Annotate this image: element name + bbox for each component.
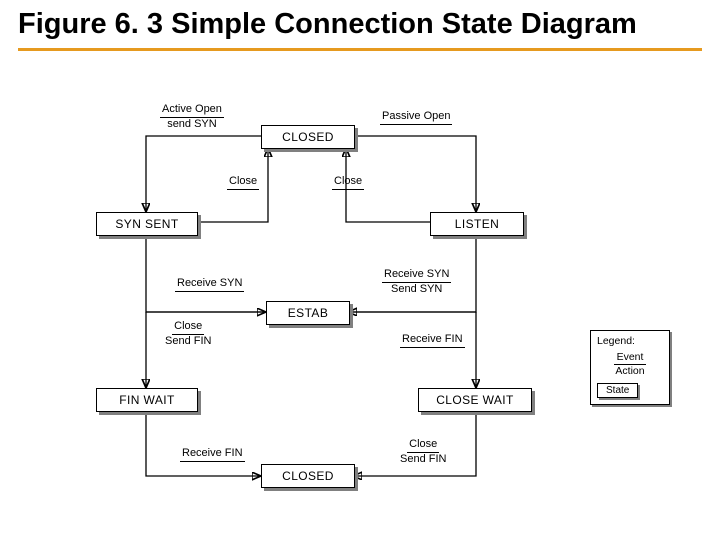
state-fin-wait: FIN WAIT (96, 388, 198, 412)
connectors (0, 0, 720, 540)
label-close-send-fin-2: Close Send FIN (400, 438, 446, 466)
label-receive-syn-right: Receive SYN Send SYN (382, 268, 451, 296)
state-listen: LISTEN (430, 212, 524, 236)
legend-state: State (597, 383, 638, 398)
legend-action: Action (615, 365, 644, 377)
state-closed-bottom: CLOSED (261, 464, 355, 488)
legend-title: Legend: (597, 335, 663, 347)
legend-box: Legend: Event Action State (590, 330, 670, 405)
legend-event: Event (614, 351, 647, 365)
label-receive-fin: Receive FIN (400, 333, 465, 348)
state-close-wait: CLOSE WAIT (418, 388, 532, 412)
label-close-send-fin: Close Send FIN (165, 320, 211, 348)
state-syn-sent: SYN SENT (96, 212, 198, 236)
label-close-left: Close (227, 175, 259, 190)
state-closed-top: CLOSED (261, 125, 355, 149)
label-passive-open: Passive Open (380, 110, 452, 125)
label-receive-syn-left: Receive SYN (175, 277, 244, 292)
label-receive-fin-2: Receive FIN (180, 447, 245, 462)
label-close-right: Close (332, 175, 364, 190)
state-estab: ESTAB (266, 301, 350, 325)
label-active-open: Active Open send SYN (160, 103, 224, 131)
diagram-canvas: CLOSED SYN SENT LISTEN ESTAB FIN WAIT CL… (0, 0, 720, 540)
